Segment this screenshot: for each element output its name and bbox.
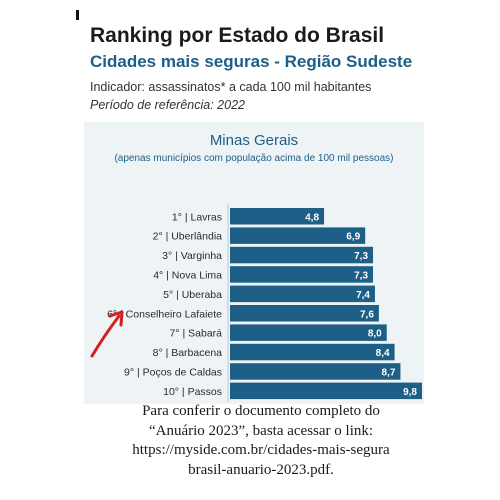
value-label: 4,8 (305, 212, 319, 223)
caption-text: Para conferir o documento completo do “A… (96, 402, 426, 480)
arrow-head (108, 310, 124, 327)
category-label: 8° | Barbacena (153, 347, 223, 359)
period-text: Período de referência: 2022 (90, 98, 245, 112)
bar (230, 246, 374, 264)
bar (230, 266, 374, 283)
value-label: 8,4 (376, 348, 390, 359)
bar (230, 343, 395, 361)
bar (230, 382, 422, 400)
value-label: 8,7 (382, 367, 396, 378)
bar (230, 208, 325, 225)
bar (230, 324, 387, 341)
category-label: 6° | Conselheiro Lafaiete (107, 308, 222, 320)
value-label: 7,3 (354, 270, 368, 281)
category-label: 9° | Poços de Caldas (124, 366, 222, 378)
value-label: 7,3 (354, 251, 368, 262)
value-label: 8,0 (368, 329, 382, 340)
bar (230, 363, 401, 380)
value-label: 7,6 (360, 309, 374, 320)
page-title: Ranking por Estado do Brasil (90, 24, 385, 47)
bar-chart: 1° | Lavras 4,8 2° | Uberlândia 6,9 3° | Var… (107, 204, 422, 402)
category-label: 3° | Varginha (162, 250, 222, 262)
chart-container: Minas Gerais (apenas municípios com popu… (84, 122, 424, 404)
category-label: 1° | Lavras (172, 211, 222, 223)
category-label: 5° | Uberaba (163, 289, 222, 301)
crop-mark (76, 10, 79, 20)
category-label: 2° | Uberlândia (153, 231, 223, 243)
bar (230, 305, 379, 322)
caption-line: “Anuário 2023”, basta acessar o link: (148, 422, 374, 439)
bar (230, 285, 375, 303)
indicator-text: Indicador: assassinatos* a cada 100 mil … (90, 80, 372, 94)
arrow-shaft (90, 314, 121, 358)
value-label: 6,9 (346, 232, 360, 243)
value-label: 9,8 (403, 387, 417, 398)
caption-line: brasil-anuario-2023.pdf. (188, 461, 334, 478)
value-label: 7,4 (356, 290, 370, 301)
page-subtitle: Cidades mais seguras - Região Sudeste (90, 52, 413, 71)
category-label: 10° | Passos (163, 386, 222, 398)
infographic-panel: Ranking por Estado do Brasil Cidades mai… (84, 20, 424, 404)
chart-title: Minas Gerais (209, 132, 299, 149)
bar (230, 227, 366, 244)
category-label: 7° | Sabará (170, 328, 223, 340)
arrow-icon (90, 310, 124, 358)
caption-line: https://myside.com.br/cidades-mais-segur… (132, 442, 390, 458)
chart-subtitle: (apenas municípios com população acima d… (114, 153, 394, 164)
category-label: 4° | Nova Lima (153, 269, 222, 281)
caption-line: Para conferir o documento completo do (142, 403, 380, 419)
